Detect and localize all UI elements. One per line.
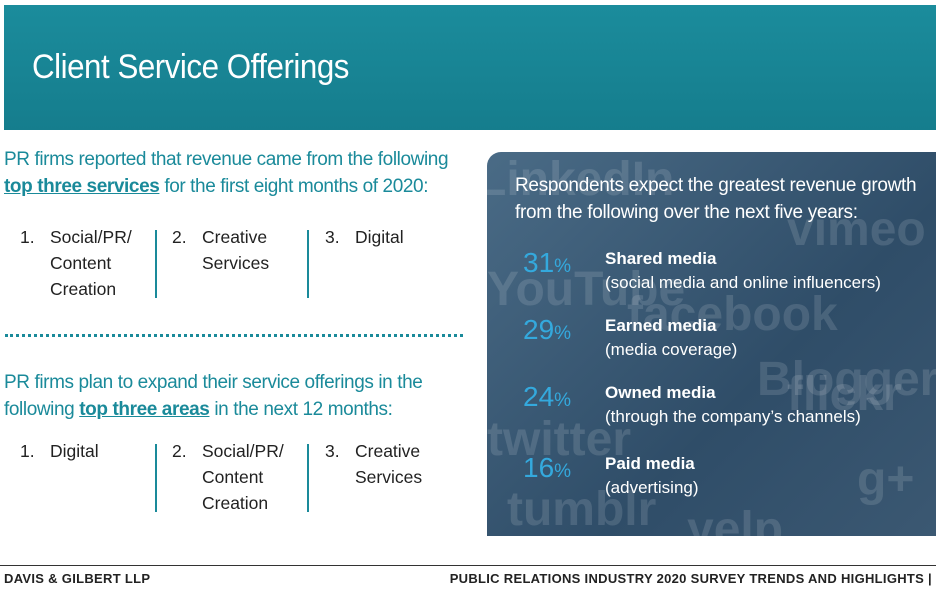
item-text: Digital [50,441,99,461]
background-logo: yelp [687,503,784,536]
background-logo: flickr [787,368,902,421]
background-logo: tumblr [507,483,657,536]
panel-heading: Respondents expect the greatest revenue … [515,175,917,223]
stat-value: 29% [523,314,605,362]
separator [155,230,157,298]
list-item: 2. Creative Services [172,224,297,276]
stat-value: 31% [523,247,605,295]
text: PR firms plan to expand their service of… [4,372,423,420]
stat-value: 24% [523,381,605,429]
item-text: Digital [355,227,404,247]
list-item: 3. Digital [325,224,450,250]
footer-left: DAVIS & GILBERT LLP [4,571,151,586]
stat-text: Earned media (media coverage) [605,314,737,362]
divider [5,334,463,337]
stat-text: Owned media (through the company’s channe… [605,381,861,429]
stat-label: Shared media [605,249,717,268]
background-logo: LinkedIn [487,153,675,206]
emphasis: top three areas [79,399,210,420]
text: for the first eight months of 2020: [164,176,429,197]
separator [155,444,157,512]
stat-unit: % [554,461,572,482]
stat: 31% Shared media (social media and online … [523,247,881,295]
background-logo: g+ [857,453,915,506]
stat-number: 16 [523,452,555,483]
item-number: 3. [325,441,340,461]
item-text: Creative Services [202,227,270,273]
stat-number: 31 [523,247,555,278]
list-item: 1. Social/PR/ Content Creation [20,224,145,302]
text: in the next 12 months: [214,399,393,420]
header-bar [4,5,936,130]
item-number: 3. [325,227,340,247]
item-text: Social/PR/ Content Creation [202,441,284,513]
stat-text: Paid media (advertising) [605,452,699,500]
stat-label: Paid media [605,454,695,473]
stat: 16% Paid media (advertising) [523,452,699,500]
emphasis: top three services [4,176,160,197]
stat-number: 29 [523,314,555,345]
stat-number: 24 [523,381,555,412]
item-number: 2. [172,441,187,461]
stat-detail: (social media and online influencers) [605,273,881,292]
paragraph: PR firms plan to expand their service of… [4,369,474,423]
background-logo: twitter [487,413,631,466]
stat-detail: (through the company’s channels) [605,407,861,426]
separator [307,444,309,512]
item-number: 1. [20,227,35,247]
item-number: 2. [172,227,187,247]
background-logo: facebook [627,288,838,341]
stat: 29% Earned media (media coverage) [523,314,737,362]
stats-panel: LinkedIn YouTube facebook vimeo flickr twitte… [487,152,936,536]
background-logo: YouTube [487,263,686,316]
item-text: Creative Services [355,441,423,487]
stat-text: Shared media (social media and online inf… [605,247,881,295]
stat-detail: (advertising) [605,478,699,497]
item-text: Social/PR/ Content Creation [50,227,132,299]
stat-label: Earned media [605,316,717,335]
stat-unit: % [554,256,572,277]
footer-right: PUBLIC RELATIONS INDUSTRY 2020 SURVEY TR… [449,571,932,586]
stat-unit: % [554,390,572,411]
stat-unit: % [554,323,572,344]
list-item: 2. Social/PR/ Content Creation [172,438,297,516]
stat-detail: (media coverage) [605,340,738,359]
list-item: 3. Creative Services [325,438,450,490]
stat-label: Owned media [605,383,716,402]
title: Client Service Offerings [32,48,349,86]
stat-value: 16% [523,452,605,500]
footer-rule [0,565,936,566]
list-item: 1. Digital [20,438,145,464]
background-logo: Blogger [757,353,936,406]
background-logo: vimeo [787,203,926,256]
text: PR firms reported that revenue came from… [4,149,449,170]
item-number: 1. [20,441,35,461]
paragraph: PR firms reported that revenue came from… [4,146,474,200]
stat: 24% Owned media (through the company’s cha… [523,381,861,429]
separator [307,230,309,298]
